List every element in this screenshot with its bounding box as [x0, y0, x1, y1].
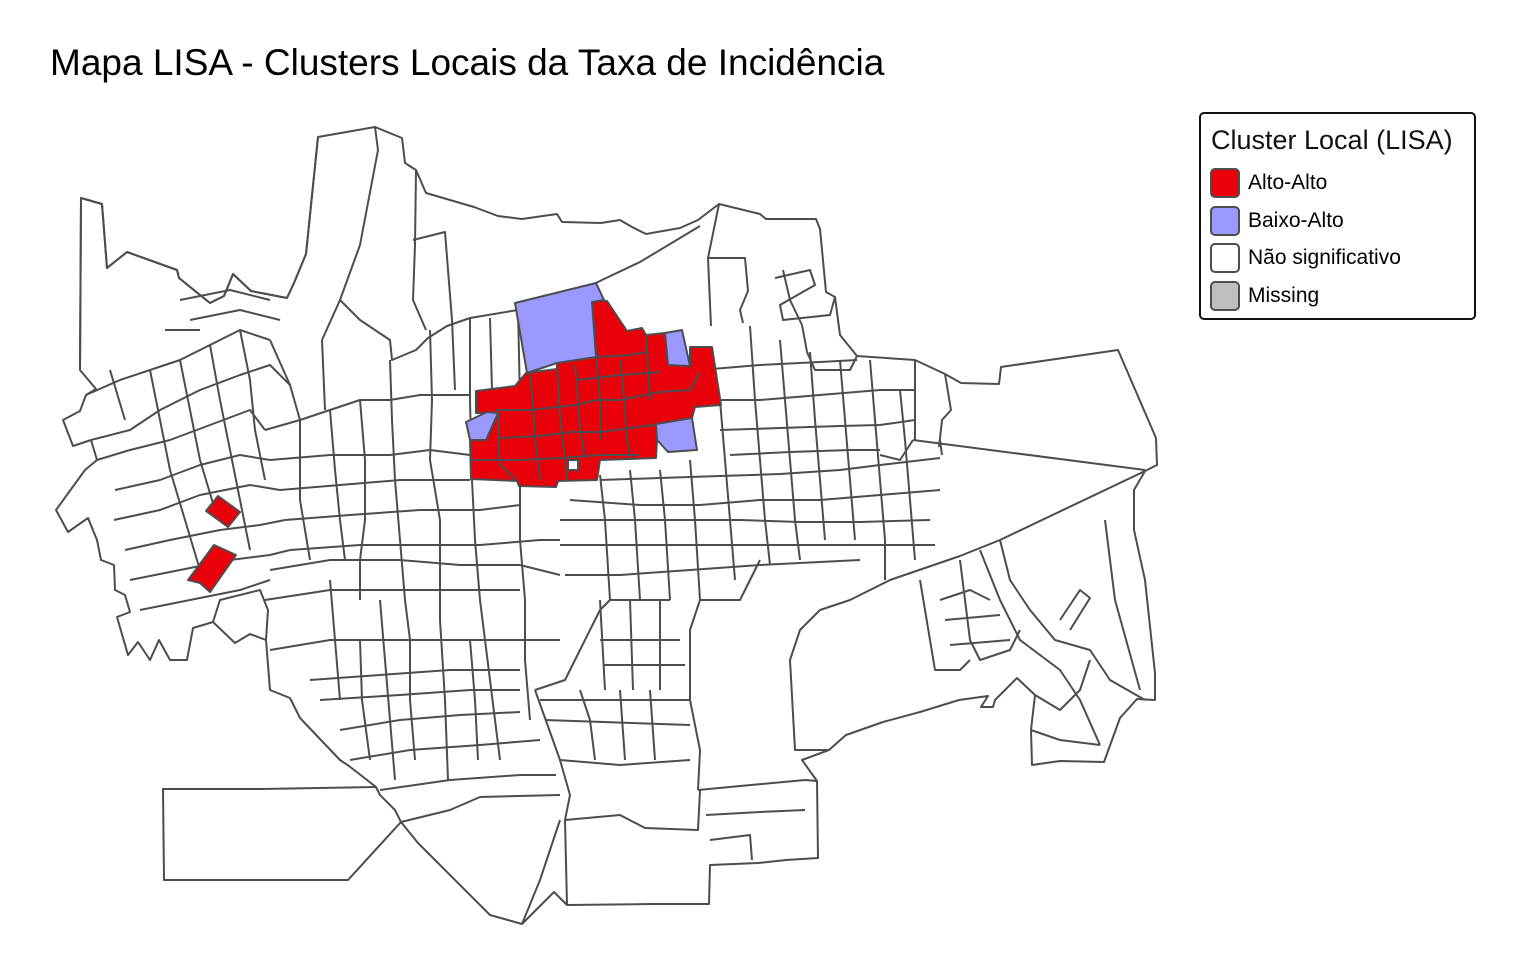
legend-title: Cluster Local (LISA): [1211, 125, 1453, 155]
legend-swatch-missing: [1210, 281, 1240, 311]
legend-item-baixo-alto: Baixo-Alto: [1210, 205, 1344, 237]
tract-alto-alto: [187, 544, 237, 593]
legend-label-missing: Missing: [1248, 284, 1320, 307]
legend-label-alto-alto: Alto-Alto: [1248, 171, 1328, 194]
tract-baixo-alto: [514, 282, 605, 374]
legend-label-baixo-alto: Baixo-Alto: [1248, 209, 1344, 232]
tract-baixo-alto: [465, 411, 499, 441]
tract-alto-alto: [205, 495, 241, 528]
legend-label-nao-significativo: Não significativo: [1248, 246, 1401, 269]
city-boundary: [55, 126, 1158, 925]
legend-swatch-alto-alto: [1210, 168, 1240, 198]
legend-item-missing: Missing: [1210, 280, 1319, 312]
tract-baixo-alto: [664, 329, 691, 367]
map-title: Mapa LISA - Clusters Locais da Taxa de I…: [50, 42, 885, 83]
legend-swatch-baixo-alto: [1210, 206, 1240, 236]
legend: Cluster Local (LISA) Alto-Alto Baixo-Alt…: [1199, 112, 1476, 320]
legend-swatch-nao-significativo: [1210, 243, 1240, 273]
tract-baixo-alto: [655, 417, 698, 453]
legend-item-nao-significativo: Não significativo: [1210, 242, 1401, 274]
legend-item-alto-alto: Alto-Alto: [1210, 167, 1327, 199]
